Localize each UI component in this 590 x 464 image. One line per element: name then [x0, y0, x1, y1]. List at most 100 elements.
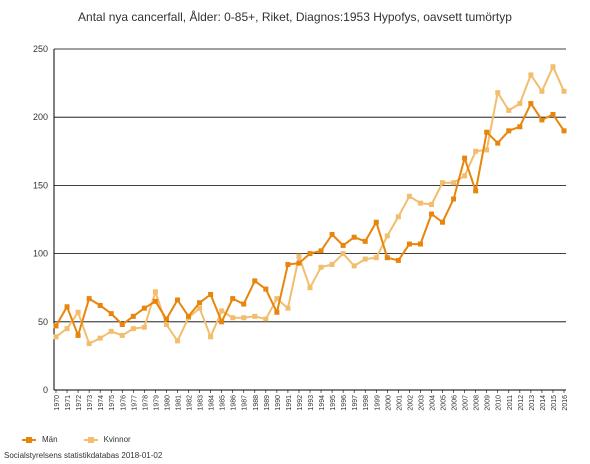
x-tick-label: 1997 [352, 395, 359, 411]
data-point-men [428, 211, 434, 217]
data-point-women [340, 251, 346, 257]
data-point-women [174, 338, 180, 344]
y-tick-label: 150 [33, 180, 48, 190]
data-point-men [274, 309, 280, 315]
data-point-men [495, 140, 501, 146]
data-point-men [528, 101, 534, 107]
series-line-women [55, 65, 565, 345]
data-point-women [561, 88, 567, 94]
x-tick-label: 1977 [131, 395, 138, 411]
x-tick-label: 1992 [297, 395, 304, 411]
x-tick-label: 1993 [308, 395, 315, 411]
data-point-men [186, 313, 192, 319]
legend-item-men: Män [22, 435, 58, 444]
x-tick-label: 2011 [507, 395, 514, 410]
data-point-men [252, 278, 258, 284]
data-point-men [219, 319, 225, 325]
data-point-men [506, 128, 512, 134]
data-point-men [451, 196, 457, 202]
x-tick-label: 2014 [540, 395, 547, 411]
x-tick-label: 1978 [142, 395, 149, 411]
data-point-men [230, 296, 236, 302]
data-point-women [451, 180, 457, 186]
data-point-women [141, 324, 147, 330]
x-tick-label: 1981 [175, 395, 182, 411]
data-point-men [53, 323, 59, 329]
x-tick-label: 1991 [286, 395, 293, 411]
data-point-men [174, 297, 180, 303]
x-tick-label: 2005 [441, 395, 448, 411]
data-point-women [197, 305, 203, 311]
y-tick-label: 50 [38, 317, 48, 327]
legend-label-men: Män [42, 435, 58, 444]
x-tick-label: 1982 [187, 395, 194, 411]
data-point-men [395, 257, 401, 263]
data-point-men [285, 262, 291, 268]
data-point-women [528, 72, 534, 78]
data-point-men [108, 311, 114, 317]
data-point-women [440, 180, 446, 186]
data-point-men [462, 155, 468, 161]
x-tick-label: 2003 [418, 395, 425, 411]
x-tick-label: 2008 [474, 395, 481, 411]
data-point-women [219, 308, 225, 314]
data-point-women [263, 316, 269, 322]
data-point-men [141, 305, 147, 311]
data-point-men [484, 129, 490, 135]
series-line-men [55, 102, 565, 337]
x-tick-label: 1970 [54, 395, 61, 411]
data-point-men [119, 322, 125, 328]
data-point-men [517, 124, 523, 130]
data-point-men [208, 292, 214, 298]
x-tick-label: 1984 [209, 395, 216, 411]
data-point-women [97, 335, 103, 341]
x-tick-label: 1975 [109, 395, 116, 411]
data-point-women [362, 256, 368, 262]
data-point-men [473, 188, 479, 194]
x-tick-label: 1971 [65, 395, 72, 411]
data-point-men [241, 301, 247, 307]
data-point-men [163, 316, 169, 322]
data-point-women [484, 147, 490, 153]
data-point-women [241, 315, 247, 321]
data-point-men [197, 300, 203, 306]
x-tick-label: 2013 [529, 395, 536, 411]
data-point-women [64, 326, 70, 332]
data-point-women [395, 214, 401, 220]
data-point-men [561, 128, 567, 134]
data-point-women [517, 101, 523, 107]
data-point-men [318, 248, 324, 254]
x-tick-label: 1988 [253, 395, 260, 411]
data-point-men [351, 234, 357, 240]
x-tick-label: 2006 [452, 395, 459, 411]
y-tick-label: 200 [33, 112, 48, 122]
x-tick-label: 2010 [496, 395, 503, 411]
data-point-women [351, 263, 357, 269]
data-point-men [86, 296, 92, 302]
x-tick-label: 1998 [363, 395, 370, 411]
x-tick-label: 1983 [198, 395, 205, 411]
legend-label-women: Kvinnor [103, 435, 131, 444]
x-tick-label: 2009 [485, 395, 492, 411]
data-point-men [384, 255, 390, 261]
x-tick-label: 1979 [153, 395, 160, 411]
source-note: Socialstyrelsens statistikdatabas 2018-0… [4, 451, 163, 460]
data-point-men [75, 332, 81, 338]
x-tick-label: 2001 [396, 395, 403, 411]
data-point-women [462, 173, 468, 179]
x-tick-label: 2012 [518, 395, 525, 411]
data-point-men [296, 260, 302, 266]
legend-item-women: Kvinnor [83, 435, 131, 444]
data-point-men [263, 286, 269, 292]
data-point-women [428, 201, 434, 207]
x-tick-label: 1985 [220, 395, 227, 411]
data-point-women [318, 264, 324, 270]
y-tick-label: 0 [43, 385, 48, 395]
chart-title: Antal nya cancerfall, Ålder: 0-85+, Rike… [78, 10, 512, 24]
data-point-women [285, 305, 291, 311]
data-point-men [307, 251, 313, 257]
data-point-men [97, 302, 103, 308]
data-point-women [329, 262, 335, 268]
data-point-women [230, 315, 236, 321]
